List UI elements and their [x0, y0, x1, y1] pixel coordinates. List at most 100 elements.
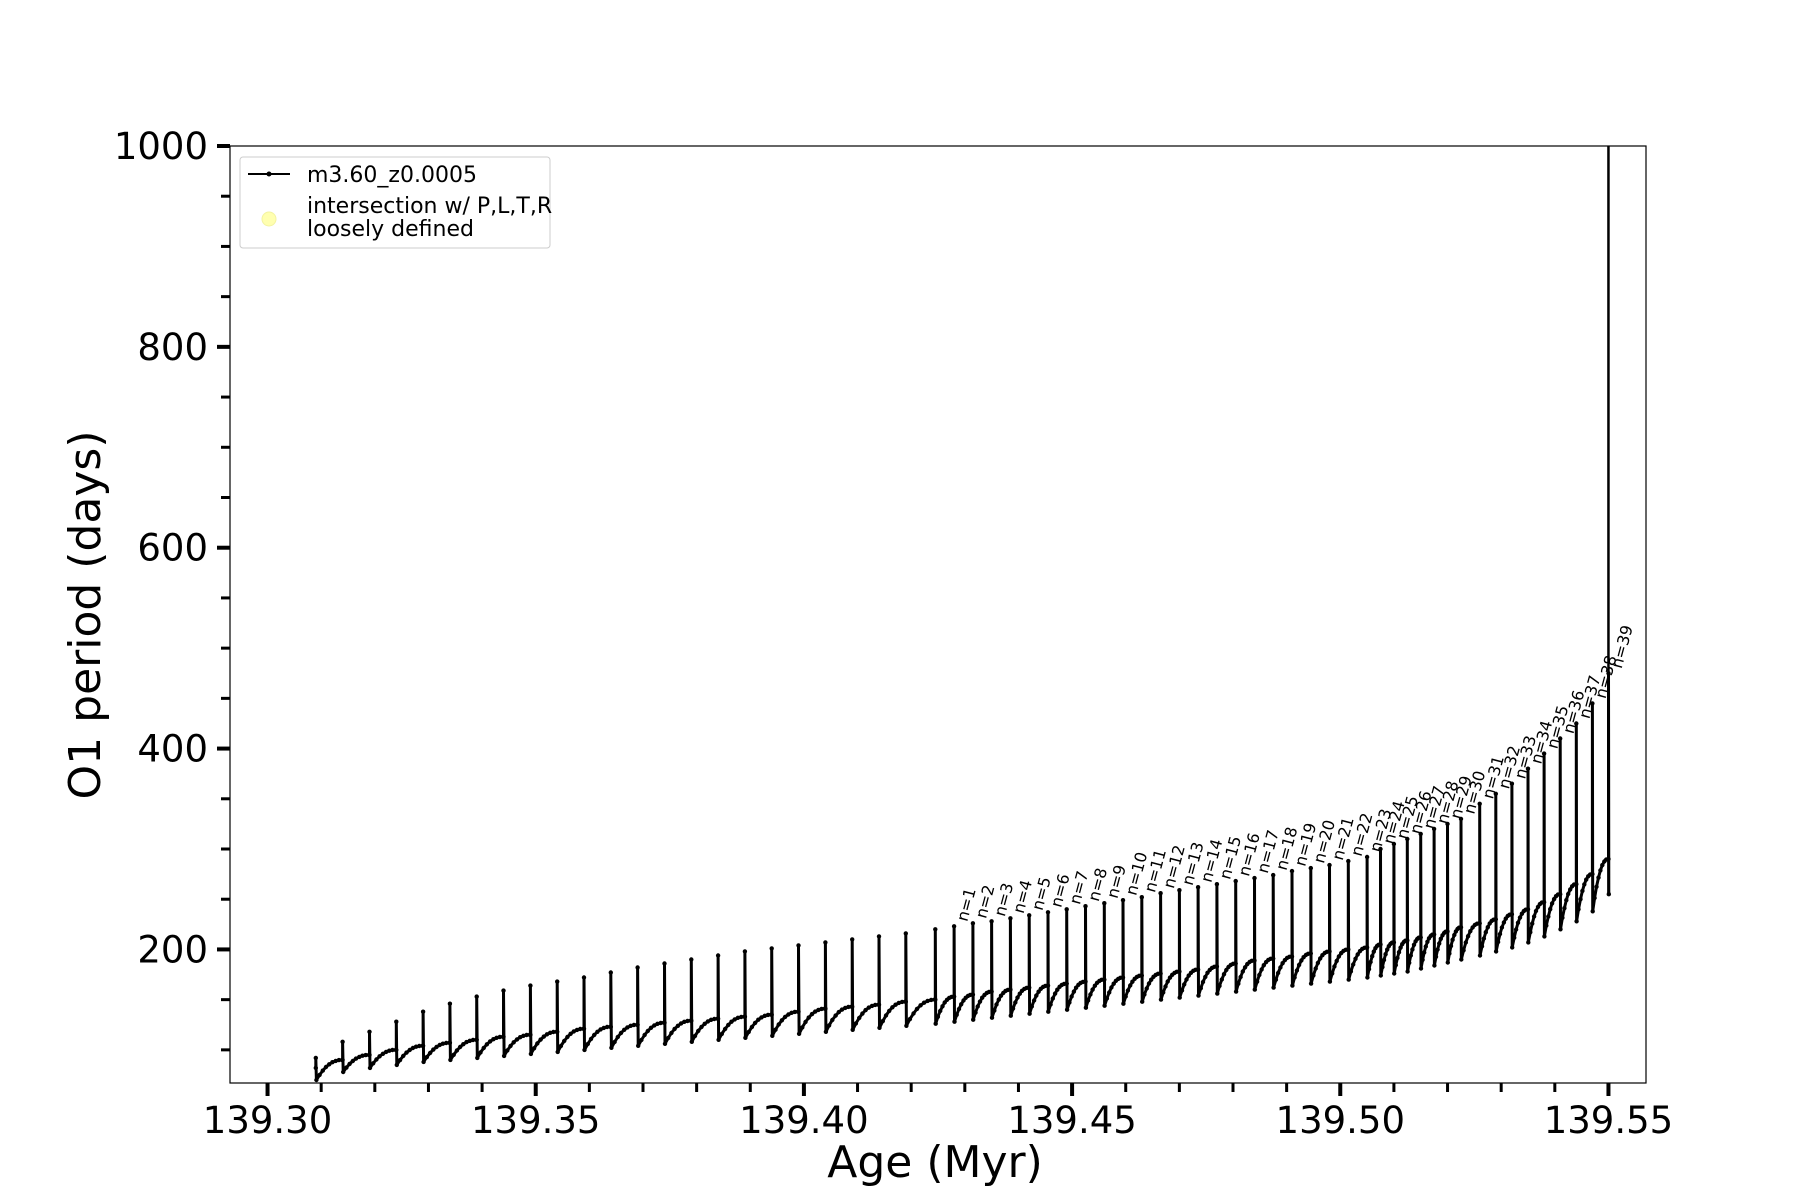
series-point	[367, 1052, 372, 1058]
series-point	[475, 1055, 480, 1061]
series-point	[1477, 801, 1482, 806]
series-point	[1371, 949, 1377, 954]
x-tick-label: 139.35	[471, 1099, 600, 1142]
legend-circle-marker	[261, 211, 277, 227]
series-point	[474, 1037, 479, 1043]
series-point	[1195, 967, 1201, 972]
series-point	[1477, 953, 1483, 958]
series-point	[1085, 998, 1091, 1003]
series-point	[1450, 937, 1455, 942]
series-point	[612, 1039, 617, 1045]
series-point	[1525, 766, 1531, 771]
series-point	[350, 1058, 355, 1064]
series-point	[1045, 983, 1051, 988]
series-point	[323, 1064, 329, 1070]
series-point	[887, 1008, 892, 1014]
series-point	[989, 1015, 995, 1020]
legend-entry-intersection-line-2: loosely defined	[307, 217, 474, 242]
series-point	[1541, 751, 1547, 756]
series-point	[929, 997, 934, 1003]
series-point	[1355, 952, 1360, 957]
y-tick-label: 200	[137, 928, 208, 971]
series-point	[1544, 923, 1549, 928]
series-point	[639, 1037, 644, 1043]
series-point	[1252, 958, 1257, 963]
series-point	[1064, 981, 1069, 986]
series-point	[1146, 981, 1152, 986]
series-point	[1203, 974, 1208, 980]
series-point	[1452, 932, 1457, 938]
series-point	[773, 1027, 778, 1032]
series-point	[662, 1041, 668, 1047]
series-point	[407, 1047, 412, 1053]
series-point	[752, 1020, 758, 1026]
series-point	[796, 1009, 801, 1014]
series-point	[904, 1023, 909, 1028]
series-point	[353, 1056, 359, 1061]
series-point	[1566, 891, 1571, 897]
series-point	[1576, 907, 1581, 912]
series-point	[1549, 901, 1555, 906]
series-point	[1273, 977, 1279, 982]
series-point	[377, 1054, 382, 1059]
y-axis-label: O1 period (days)	[60, 431, 111, 800]
series-point	[528, 1051, 534, 1057]
series-point	[1254, 979, 1260, 984]
series-point	[1275, 970, 1281, 976]
series-point	[1405, 836, 1410, 842]
series-point	[1010, 1006, 1016, 1011]
series-point	[1163, 984, 1168, 989]
series-point	[601, 1025, 606, 1031]
series-point	[742, 1014, 748, 1019]
series-point	[1242, 965, 1248, 970]
series-point	[1391, 841, 1397, 847]
series-point	[1438, 936, 1444, 941]
series-point	[1083, 979, 1088, 984]
series-point	[497, 1034, 502, 1040]
series-point	[1582, 882, 1587, 887]
series-point	[1525, 907, 1531, 912]
series-point	[1381, 957, 1387, 963]
series-point	[531, 1046, 537, 1051]
series-point	[1064, 1007, 1070, 1012]
series-point	[880, 1018, 885, 1024]
series-point	[876, 1002, 882, 1007]
series-point	[1308, 865, 1314, 871]
series-point	[1221, 972, 1227, 977]
series-point	[464, 1039, 469, 1045]
series-point	[1574, 919, 1579, 924]
series-point	[675, 1023, 681, 1028]
series-point	[1071, 989, 1077, 994]
series-point	[444, 1040, 449, 1046]
series-point	[1458, 816, 1464, 822]
series-point	[1215, 991, 1220, 996]
series-point	[1123, 994, 1128, 999]
series-point	[1501, 920, 1507, 925]
series-point	[951, 994, 957, 999]
series-point	[631, 1022, 637, 1028]
series-point	[484, 1042, 490, 1047]
series-point	[1598, 868, 1603, 873]
series-point	[1368, 959, 1373, 965]
series-point	[726, 1022, 731, 1028]
series-point	[1165, 979, 1170, 984]
series-point	[800, 1025, 805, 1030]
series-point	[823, 1029, 829, 1035]
series-point	[716, 1037, 721, 1043]
series-point	[1407, 960, 1412, 965]
series-point	[635, 1022, 640, 1027]
series-point	[803, 1019, 808, 1025]
series-point	[390, 1047, 395, 1053]
series-point	[823, 940, 828, 945]
series-point	[1120, 975, 1126, 980]
series-point	[555, 979, 560, 984]
series-point	[689, 1039, 694, 1045]
series-point	[1393, 962, 1399, 968]
series-point	[1278, 965, 1283, 970]
series-point	[1405, 969, 1410, 974]
series-point	[857, 1015, 862, 1021]
series-point	[447, 1001, 453, 1006]
series-point	[971, 1017, 976, 1022]
series-point	[1315, 960, 1321, 966]
series-point	[1327, 979, 1333, 984]
